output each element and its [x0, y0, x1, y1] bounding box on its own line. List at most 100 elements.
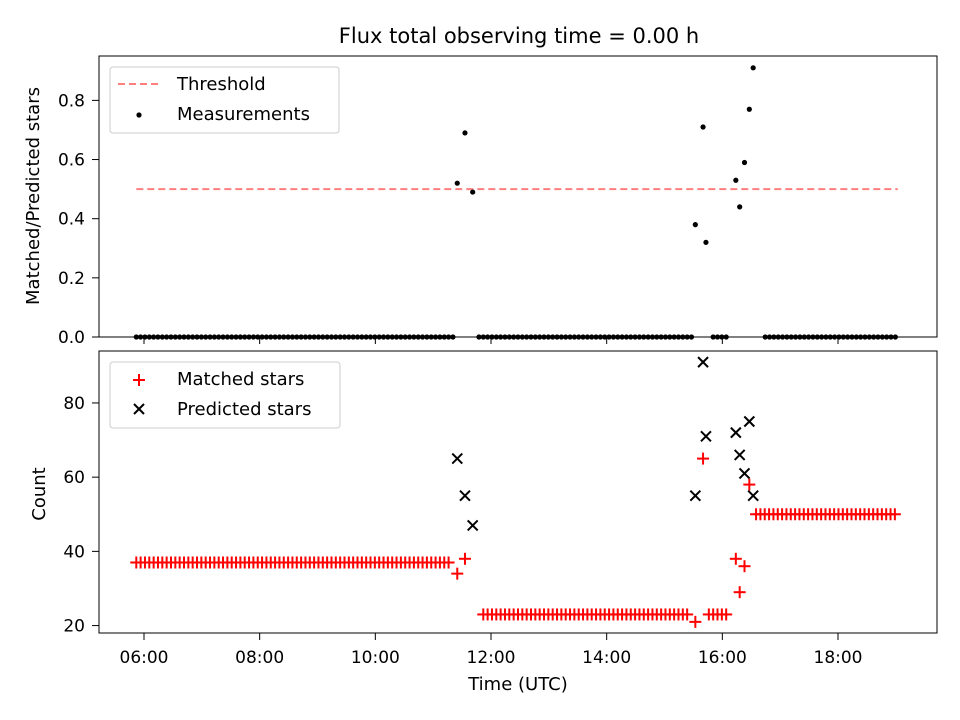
- predicted-star-point: [697, 356, 709, 368]
- predicted-x-b: [689, 490, 702, 502]
- measurement-point: [432, 334, 439, 340]
- predicted-star-point: [700, 430, 712, 443]
- measurement-point: [146, 334, 152, 340]
- predicted-x-b: [459, 490, 471, 502]
- measurement-point: [133, 334, 139, 340]
- measurement-point: [710, 334, 716, 340]
- measurement-point: [662, 334, 669, 340]
- measurement-point: [658, 334, 664, 340]
- measurement-point: [177, 334, 183, 340]
- measurement-point: [354, 334, 361, 340]
- bottom-y-tick-label: 80: [63, 394, 85, 414]
- measurement-point: [502, 334, 508, 340]
- measurement-point: [576, 334, 582, 340]
- bottom-legend-frame: [109, 361, 341, 429]
- measurement-point: [858, 334, 864, 340]
- measurement-point: [462, 130, 468, 136]
- matched-star-point: [697, 452, 710, 465]
- measurement-point: [470, 189, 476, 195]
- bottom-x-tick-label: 12:00: [467, 648, 516, 668]
- measurement-point: [437, 334, 443, 340]
- measurement-point: [589, 334, 595, 340]
- measurement-point: [528, 334, 534, 340]
- measurement-point: [198, 334, 204, 340]
- top-y-tick-label: 0.0: [58, 328, 85, 348]
- measurement-point: [359, 334, 365, 340]
- chart-title: Flux total observing time = 0.00 h: [339, 24, 699, 48]
- measurement-point: [229, 334, 235, 340]
- top-legend-frame: [109, 66, 340, 134]
- predicted-star-point: [730, 426, 742, 439]
- measurement-point: [411, 334, 417, 340]
- bottom-x-tick-label: 10:00: [351, 648, 400, 668]
- measurement-point: [537, 334, 543, 340]
- measurement-point: [320, 334, 326, 340]
- measurement-point: [250, 334, 257, 340]
- measurement-point: [224, 334, 230, 340]
- measurement-point: [220, 334, 226, 340]
- measurement-point: [563, 334, 569, 340]
- measurement-point: [485, 334, 491, 340]
- measurement-point: [207, 334, 213, 340]
- top-panel: 0.00.20.40.60.8 Matched/Predicted stars …: [23, 55, 938, 348]
- measurement-point: [341, 334, 348, 340]
- measurement-point: [571, 334, 577, 340]
- measurement-point: [428, 334, 434, 340]
- measurement-point: [237, 334, 243, 340]
- predicted-x-b: [743, 415, 756, 428]
- measurement-point: [337, 334, 343, 340]
- measurement-point: [806, 334, 812, 340]
- measurement-point: [511, 334, 517, 340]
- counts-layer: [130, 356, 901, 628]
- measurement-point: [194, 334, 200, 340]
- measurement-point: [263, 334, 270, 340]
- measurement-point: [606, 334, 612, 340]
- measurement-point: [151, 334, 157, 340]
- predicted-star-point: [738, 467, 751, 480]
- measurement-point: [700, 124, 706, 130]
- predicted-star-point: [689, 490, 702, 502]
- predicted-x-b: [747, 490, 759, 502]
- measurement-point: [302, 334, 309, 340]
- measurement-point: [424, 334, 430, 340]
- measurement-point: [853, 334, 859, 340]
- measurement-point: [628, 334, 634, 340]
- measurement-point: [645, 334, 651, 340]
- measurement-point: [519, 334, 525, 340]
- measurement-point: [138, 334, 144, 340]
- measurement-point: [814, 334, 820, 340]
- top-y-ticks: 0.0 0.2 0.4 0.6 0.8: [58, 91, 99, 348]
- measurement-point: [733, 177, 739, 183]
- top-legend: Threshold Measurements: [109, 66, 340, 134]
- threshold-legend-label: Threshold: [176, 74, 266, 95]
- predicted-legend-swatch: [133, 403, 145, 415]
- measurement-point: [498, 334, 504, 340]
- measurement-point: [233, 334, 239, 340]
- measurement-point: [597, 334, 604, 340]
- measurement-point: [211, 334, 217, 340]
- bottom-x-tick-label: 16:00: [698, 648, 747, 668]
- measurement-point: [636, 334, 643, 340]
- predicted-star-point: [459, 490, 471, 502]
- measurement-point: [289, 334, 296, 340]
- measurement-point: [281, 334, 287, 340]
- top-y-tick-label: 0.8: [58, 91, 85, 111]
- measurement-point: [168, 334, 174, 340]
- bottom-y-ticks: 20 40 60 80: [63, 394, 99, 637]
- matched-legend-swatch: [133, 374, 145, 386]
- bottom-panel: 20 40 60 80 06:00 08:00 10:00 12:00 14:00 16:00 1…: [29, 350, 938, 695]
- measurement-point: [406, 334, 413, 340]
- measurement-point: [181, 334, 187, 340]
- matched-star-point: [681, 608, 694, 621]
- measurement-point: [667, 334, 673, 340]
- top-y-tick-label: 0.6: [58, 151, 85, 171]
- measurement-point: [311, 334, 317, 340]
- measurement-point: [819, 334, 825, 340]
- measurement-point: [541, 334, 547, 340]
- predicted-x-b: [733, 449, 746, 461]
- measurement-point: [680, 334, 686, 340]
- matched-star-point: [733, 586, 746, 599]
- measurement-point: [746, 106, 752, 112]
- measurement-point: [276, 334, 283, 340]
- predicted-x-b: [697, 356, 709, 368]
